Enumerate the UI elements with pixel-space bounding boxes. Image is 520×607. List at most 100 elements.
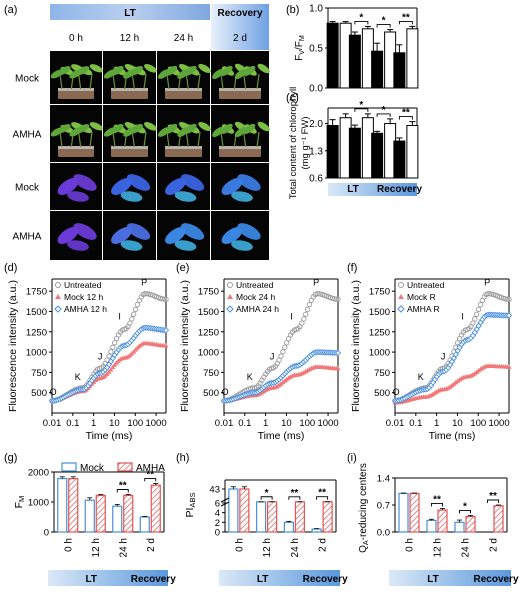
y-tick-label: 1.3	[309, 146, 323, 157]
y-tick-label: 43	[209, 485, 220, 496]
bar	[267, 501, 278, 533]
y-axis-label: Total content of chlorophyll	[288, 87, 299, 199]
plant-stem	[89, 73, 93, 90]
pot-tray	[219, 148, 261, 157]
ojip-point-label: I	[461, 311, 464, 321]
x-tick-label: 24 h	[118, 538, 129, 557]
pot-rim	[58, 88, 94, 91]
panel-letter-a: (a)	[4, 4, 17, 16]
leaf-fluorescence	[111, 178, 132, 195]
recovery-column-band	[211, 20, 269, 50]
x-tick-label: 0.01	[215, 418, 234, 429]
plant-stem	[89, 131, 93, 148]
bar	[454, 521, 465, 533]
significance-bracket	[354, 20, 369, 25]
y-axis-label: FV/FM	[294, 35, 306, 61]
y-tick-label: 0.5	[309, 44, 323, 55]
significance-bracket	[316, 496, 329, 500]
x-axis-label: Time (ms)	[429, 430, 476, 442]
bar-chart-b: 0.00.51.0* * **FV/FM	[294, 4, 419, 95]
plant-leaf	[76, 124, 90, 134]
plant-leaf	[184, 65, 197, 76]
significance-bracket	[398, 20, 413, 25]
bar	[283, 521, 294, 533]
grid-column-label: 12 h	[120, 33, 139, 44]
ojip-point-label: P	[141, 278, 147, 288]
y-tick-label: 1250	[26, 327, 47, 338]
grid-row-label: AMHA	[13, 130, 42, 141]
data-point	[477, 301, 484, 308]
leaf-fluorescence	[126, 174, 151, 191]
leaf-fluorescence	[73, 174, 97, 191]
plant-leaf	[130, 123, 143, 134]
y-axis-label: Fluorescence intensity (a.u.)	[7, 280, 19, 412]
grid-row-label: AMHA	[13, 232, 42, 243]
data-point	[112, 340, 118, 346]
y-axis-label-part: -reducing centers	[358, 463, 369, 540]
y-axis-label: FM	[13, 496, 26, 509]
y-axis-label-part: M	[17, 496, 26, 502]
plant-stem	[166, 73, 170, 90]
y-axis-label: PIABS	[184, 492, 197, 517]
significance-bracket	[376, 113, 391, 117]
data-point	[134, 301, 141, 308]
pot-rim	[111, 88, 148, 91]
bar	[228, 488, 239, 533]
significance-label: **	[402, 108, 410, 119]
plant-leaf	[144, 122, 157, 131]
significance-label: **	[318, 488, 326, 499]
data-point	[505, 312, 513, 319]
data-point	[299, 320, 305, 326]
plant-stem	[185, 131, 189, 148]
bar	[95, 494, 106, 533]
y-axis-label: QA-reducing centers	[358, 463, 370, 553]
plant-stem	[220, 73, 224, 90]
panel-letter-h: (h)	[176, 452, 189, 464]
ojip-point-label: J	[441, 351, 446, 361]
bar	[348, 34, 361, 89]
x-group-label-lt: LT	[257, 574, 268, 585]
x-group-label-lt: LT	[86, 574, 97, 585]
legend-label: AMHA 12 h	[64, 304, 107, 314]
data-point	[127, 320, 133, 326]
fluorescence-photo-cell	[103, 163, 156, 210]
y-tick-label: 1000	[198, 348, 219, 359]
data-point	[106, 369, 112, 374]
panel-letter-c: (c)	[286, 92, 299, 104]
x-tick-label: 0 h	[234, 538, 245, 552]
plant-stem	[220, 131, 224, 148]
data-point	[301, 316, 307, 322]
bar	[112, 505, 123, 533]
legend-label: Mock 12 h	[64, 292, 103, 302]
y-tick-label: 1.0	[309, 4, 323, 15]
significance-label: *	[359, 100, 363, 111]
leaf-fluorescence	[73, 223, 97, 240]
y-tick-label: 1750	[26, 287, 47, 298]
leaf-fluorescence	[111, 227, 132, 244]
leaf-fluorescence	[231, 240, 253, 251]
x-tick-label: 100	[470, 418, 486, 429]
x-group-label-recovery: Recovery	[377, 184, 422, 195]
plant-leaf	[76, 66, 90, 76]
x-tick-label: 1	[434, 418, 439, 429]
data-point	[142, 290, 148, 297]
y-tick-label: 2	[215, 518, 220, 529]
bar	[239, 488, 250, 533]
x-tick-label: 0.1	[409, 418, 422, 429]
significance-label: *	[382, 105, 386, 116]
y-axis-label-part: A	[361, 540, 370, 545]
data-point	[335, 365, 341, 371]
y-tick-label: 0.6	[309, 174, 323, 185]
significance-bracket	[260, 496, 273, 500]
data-point	[314, 290, 320, 297]
data-point	[282, 344, 288, 350]
y-axis-label-part: F	[294, 55, 305, 61]
x-tick-label: 2 d	[318, 538, 329, 552]
x-group-label-lt: LT	[347, 184, 358, 195]
data-point	[485, 290, 491, 297]
plant-stem	[243, 73, 247, 90]
significance-bracket	[288, 496, 301, 500]
plant-leaf	[198, 121, 211, 131]
